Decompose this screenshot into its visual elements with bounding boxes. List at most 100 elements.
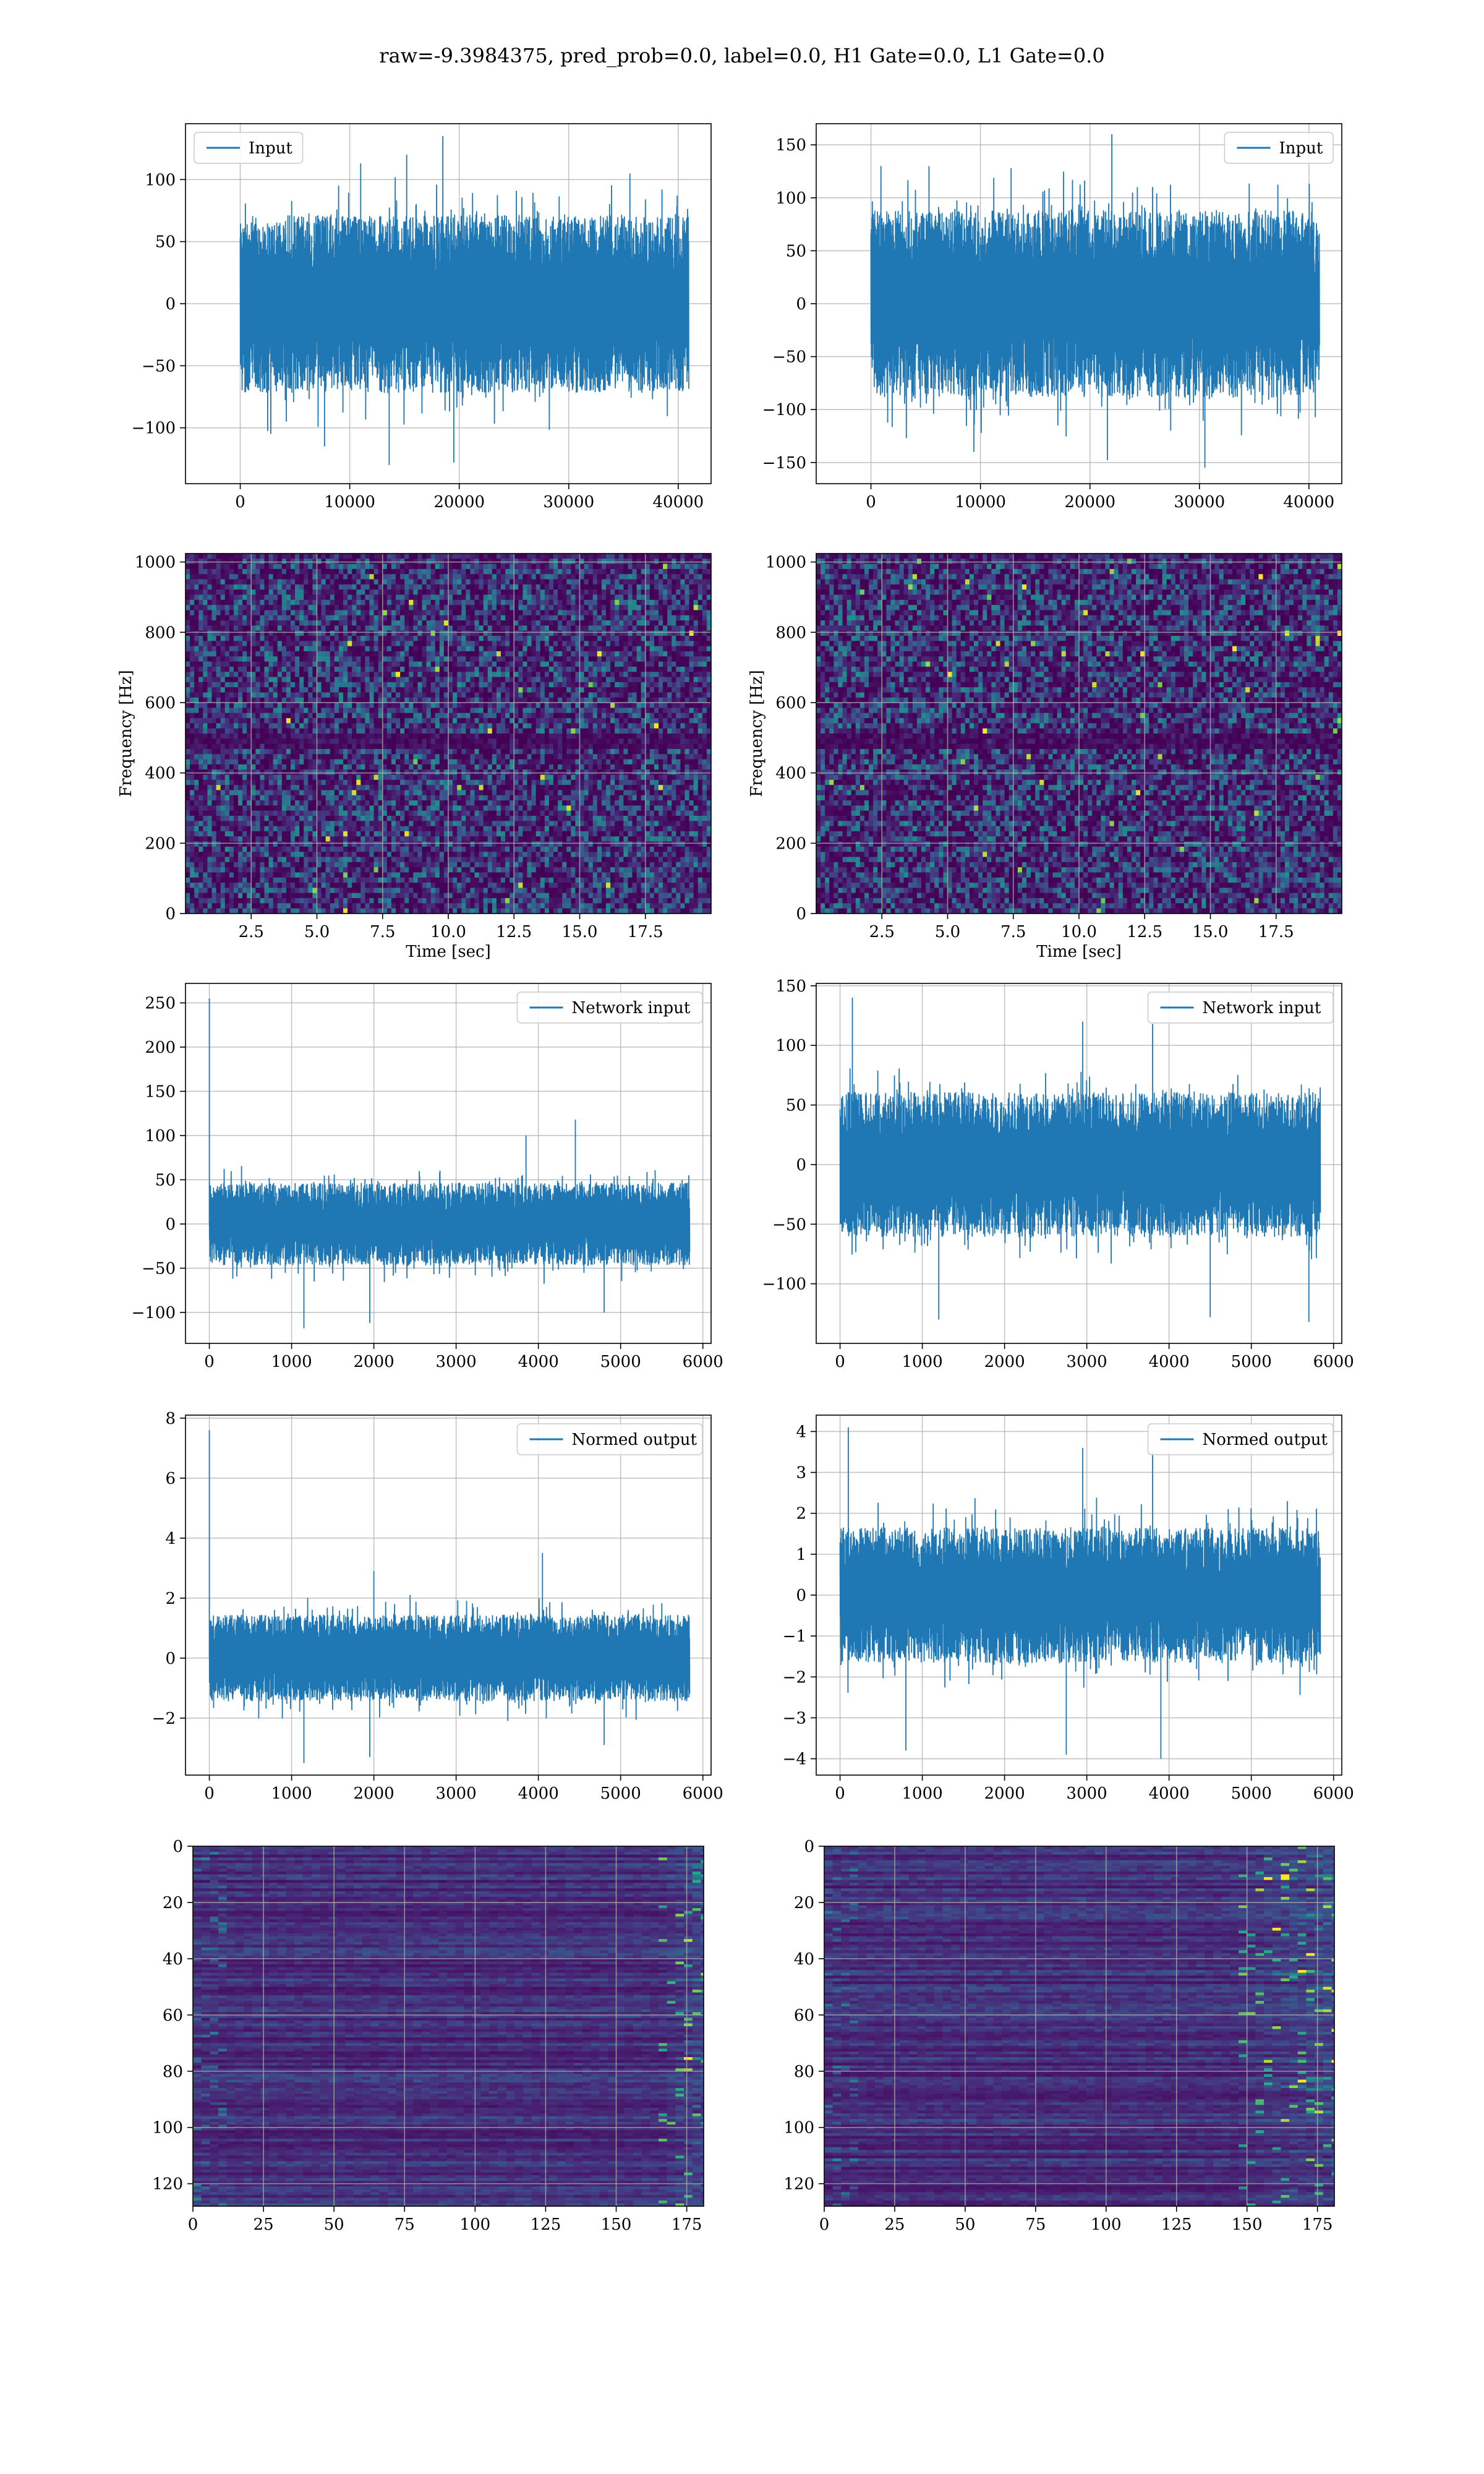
- heatmap-cell: [448, 738, 453, 745]
- heatmap-cell: [304, 589, 309, 596]
- heatmap-cell: [496, 554, 501, 559]
- heatmap-cell: [251, 563, 256, 570]
- heatmap-cell: [676, 718, 681, 724]
- heatmap-cell: [373, 599, 379, 606]
- heatmap-cell: [281, 723, 287, 729]
- heatmap-cell: [676, 666, 681, 672]
- heatmap-cell: [645, 651, 650, 657]
- heatmap-cell: [663, 692, 668, 698]
- heatmap-cell: [689, 703, 694, 709]
- heatmap-cell: [641, 713, 646, 719]
- heatmap-cell: [299, 605, 304, 611]
- heatmap-cell: [558, 584, 563, 590]
- heatmap-cell: [317, 584, 322, 590]
- heatmap-cell: [220, 672, 226, 678]
- heatmap-cell: [566, 728, 571, 734]
- heatmap-cell: [510, 718, 514, 724]
- heatmap-cell: [562, 677, 567, 683]
- heatmap-cell: [251, 589, 256, 596]
- heatmap-cell: [659, 697, 663, 703]
- heatmap-cell: [277, 625, 283, 631]
- heatmap-cell: [224, 677, 230, 683]
- heatmap-cell: [601, 630, 607, 636]
- heatmap-cell: [251, 656, 256, 662]
- heatmap-cell: [190, 605, 195, 611]
- heatmap-cell: [264, 630, 270, 636]
- heatmap-cell: [330, 687, 335, 693]
- heatmap-cell: [518, 703, 524, 709]
- heatmap-cell: [260, 559, 265, 565]
- heatmap-cell: [430, 605, 436, 611]
- heatmap-cell: [470, 605, 475, 611]
- heatmap-cell: [268, 708, 274, 714]
- heatmap-cell: [352, 713, 357, 719]
- heatmap-cell: [317, 759, 322, 765]
- heatmap-cell: [378, 661, 383, 667]
- heatmap-cell: [391, 713, 396, 719]
- heatmap-cell: [317, 563, 322, 570]
- heatmap-cell: [198, 594, 203, 601]
- heatmap-cell: [413, 759, 419, 765]
- heatmap-cell: [610, 559, 615, 565]
- heatmap-cell: [207, 718, 213, 724]
- heatmap-cell: [697, 687, 703, 693]
- heatmap-cell: [641, 554, 646, 559]
- heatmap-cell: [317, 708, 322, 714]
- heatmap-cell: [308, 559, 313, 565]
- heatmap-cell: [404, 666, 409, 672]
- heatmap-cell: [566, 708, 571, 714]
- heatmap-cell: [535, 754, 541, 760]
- heatmap-cell: [400, 579, 405, 585]
- heatmap-cell: [676, 672, 681, 678]
- heatmap-cell: [544, 615, 550, 621]
- heatmap-cell: [562, 682, 567, 688]
- heatmap-cell: [697, 554, 703, 559]
- heatmap-cell: [439, 563, 445, 570]
- heatmap-cell: [505, 692, 510, 698]
- heatmap-cell: [404, 703, 409, 709]
- heatmap-cell: [575, 656, 581, 662]
- heatmap-cell: [286, 748, 291, 755]
- heatmap-cell: [338, 636, 344, 641]
- heatmap-cell: [242, 682, 247, 688]
- heatmap-cell: [220, 620, 226, 626]
- heatmap-cell: [632, 743, 638, 750]
- heatmap-cell: [343, 754, 348, 760]
- heatmap-cell: [356, 625, 361, 631]
- heatmap-cell: [443, 605, 449, 611]
- heatmap-cell: [251, 692, 256, 698]
- heatmap-cell: [579, 651, 585, 657]
- heatmap-cell: [238, 672, 243, 678]
- heatmap-cell: [641, 672, 646, 678]
- heatmap-cell: [615, 563, 620, 570]
- heatmap-cell: [636, 636, 642, 641]
- heatmap-cell: [566, 754, 571, 760]
- heatmap-cell: [680, 697, 686, 703]
- heatmap-cell: [251, 718, 256, 724]
- heatmap-cell: [672, 641, 676, 647]
- heatmap-cell: [628, 728, 633, 734]
- heatmap-cell: [597, 759, 602, 765]
- heatmap-cell: [553, 594, 558, 601]
- heatmap-cell: [207, 610, 213, 616]
- heatmap-cell: [207, 589, 213, 596]
- heatmap-cell: [382, 610, 388, 616]
- heatmap-cell: [435, 713, 440, 719]
- heatmap-cell: [649, 630, 655, 636]
- heatmap-cell: [676, 682, 681, 688]
- heatmap-cell: [308, 723, 313, 729]
- heatmap-cell: [632, 708, 638, 714]
- heatmap-cell: [649, 636, 655, 641]
- heatmap-cell: [426, 734, 432, 739]
- heatmap-cell: [597, 589, 602, 596]
- heatmap-cell: [571, 661, 576, 667]
- heatmap-cell: [413, 672, 419, 678]
- heatmap-cell: [439, 584, 445, 590]
- heatmap-cell: [548, 599, 554, 606]
- heatmap-cell: [641, 708, 646, 714]
- heatmap-cell: [597, 646, 602, 652]
- heatmap-cell: [443, 728, 449, 734]
- heatmap-cell: [667, 661, 672, 667]
- heatmap-cell: [558, 554, 563, 559]
- heatmap-cell: [435, 708, 440, 714]
